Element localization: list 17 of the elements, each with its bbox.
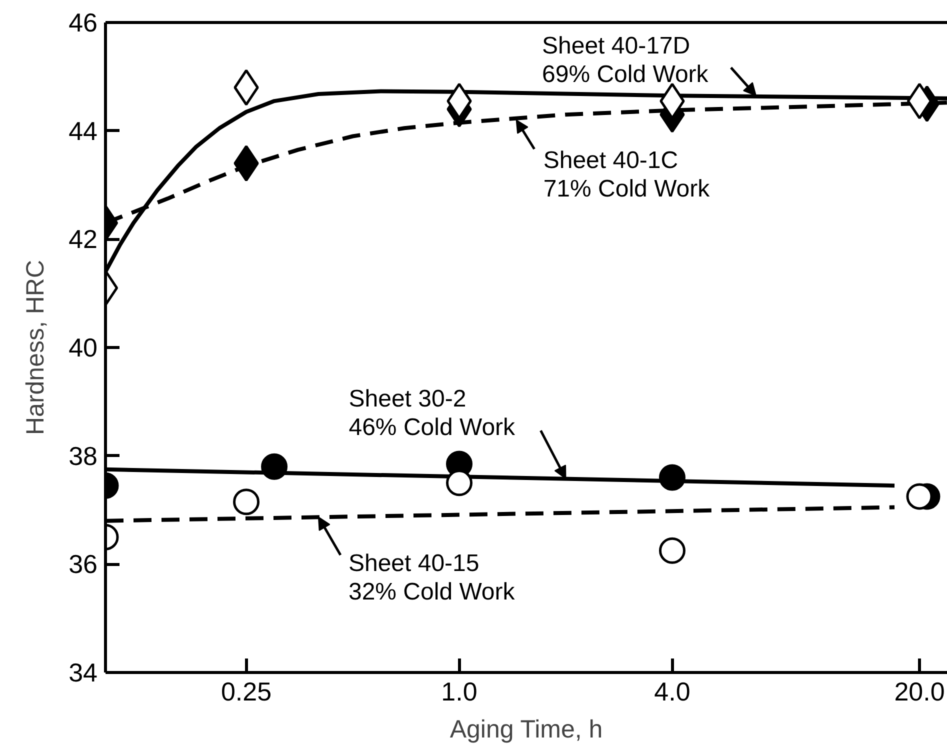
y-tick-label: 46 — [68, 8, 98, 38]
annotation: Sheet 30-2 46% Cold Work — [348, 386, 516, 441]
y-axis-title: Hardness, HRC — [22, 260, 50, 436]
x-tick-label: 20.0 — [894, 676, 945, 706]
x-tick-label: 1.0 — [441, 676, 478, 706]
x-tick-label: 4.0 — [654, 676, 690, 706]
y-tick-label: 40 — [68, 332, 98, 362]
y-tick-label: 42 — [68, 224, 98, 254]
x-axis-title: Aging Time, h — [450, 716, 603, 744]
y-tick-label: 38 — [68, 440, 98, 471]
annotation: Sheet 40-15 32% Cold Work — [348, 550, 516, 606]
x-tick-label: 0.25 — [220, 676, 272, 706]
y-tick-label: 34 — [68, 658, 98, 688]
y-tick-label: 44 — [68, 116, 98, 146]
annotation: Sheet 40-17D 69% Cold Work — [542, 32, 710, 88]
y-tick-label: 36 — [68, 549, 98, 580]
annotation: Sheet 40-1C 71% Cold Work — [543, 147, 711, 202]
